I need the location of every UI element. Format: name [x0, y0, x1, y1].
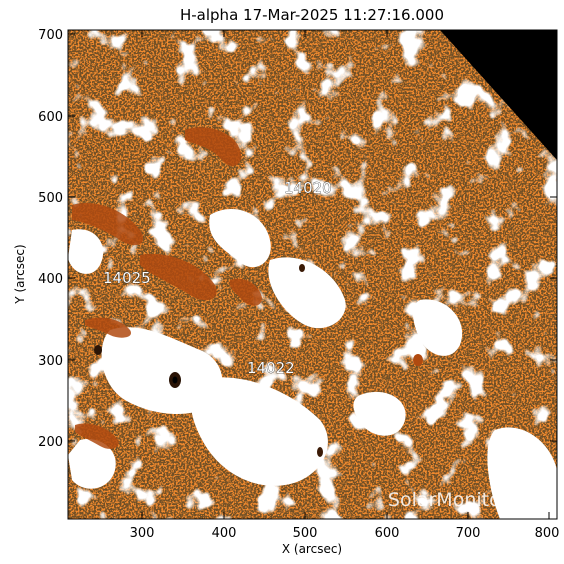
active-region-label-14025: 14025 — [103, 269, 151, 287]
solar-image: 14020 14025 14022 SolarMonitor.org — [68, 30, 557, 519]
y-axis — [68, 33, 557, 442]
x-tick-label: 400 — [212, 526, 237, 541]
y-tick-label: 400 — [38, 272, 63, 287]
x-axis-label: X (arcsec) — [282, 542, 342, 556]
image-title: H-alpha 17-Mar-2025 11:27:16.000 — [180, 6, 444, 24]
x-axis — [141, 30, 550, 519]
x-tick-label: 600 — [375, 526, 400, 541]
active-region-label-14022: 14022 — [247, 359, 295, 377]
y-tick-label: 300 — [38, 354, 63, 369]
x-tick-label: 500 — [293, 526, 318, 541]
y-tick-label: 700 — [38, 28, 63, 43]
sunspots — [94, 264, 423, 457]
x-tick-label: 700 — [456, 526, 481, 541]
x-tick-label: 800 — [535, 526, 560, 541]
active-region-label-14020: 14020 — [284, 179, 332, 197]
y-tick-label: 200 — [38, 435, 63, 450]
plot-frame — [67, 29, 558, 520]
y-tick-label: 600 — [38, 110, 63, 125]
y-axis-label: Y (arcsec) — [13, 244, 27, 304]
y-tick-label: 500 — [38, 191, 63, 206]
watermark: SolarMonitor.org — [388, 489, 544, 511]
off-disk-region — [440, 30, 557, 160]
bright-regions — [68, 209, 557, 519]
filaments — [72, 127, 262, 449]
x-tick-label: 300 — [130, 526, 155, 541]
